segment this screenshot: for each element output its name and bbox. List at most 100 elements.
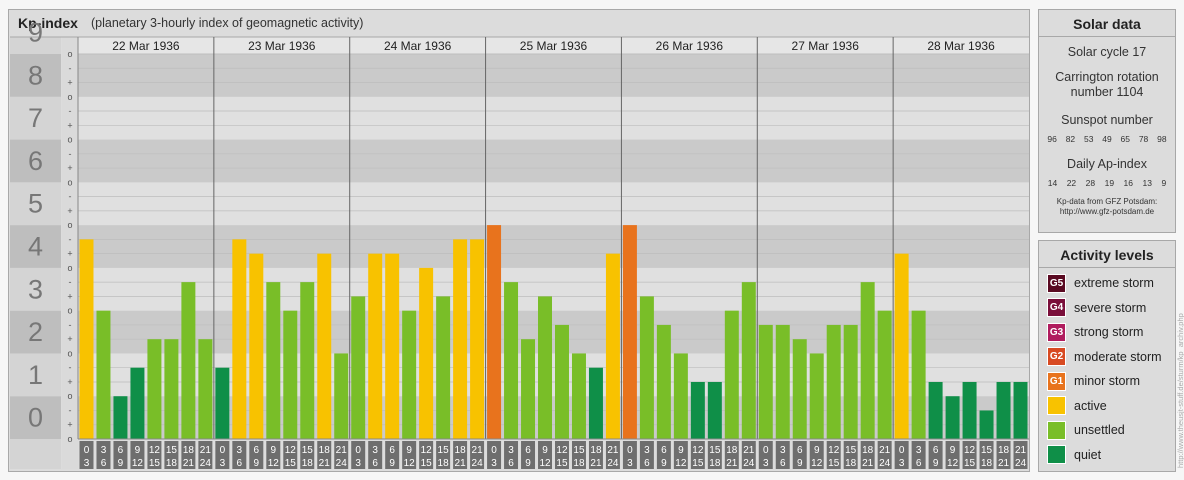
interval-end-label: 3 (491, 458, 497, 469)
y-subtick-label: + (67, 249, 72, 259)
interval-start-label: 0 (899, 445, 905, 456)
interval-start-label: 12 (421, 445, 433, 456)
day-label: 27 Mar 1936 (792, 39, 860, 53)
kp-bar (351, 296, 366, 439)
interval-end-label: 21 (455, 458, 467, 469)
interval-box (334, 441, 349, 469)
interval-start-label: 9 (950, 445, 956, 456)
interval-end-label: 9 (661, 458, 667, 469)
carrington-line-1: Carrington rotation (1055, 70, 1159, 84)
kp-bar (792, 339, 807, 439)
interval-box (181, 441, 196, 469)
ap-title: Daily Ap-index (1067, 157, 1147, 171)
interval-box (487, 441, 502, 469)
plot-band (78, 54, 1029, 97)
kp-bar (266, 282, 281, 439)
interval-start-label: 6 (525, 445, 531, 456)
interval-end-label: 6 (644, 458, 650, 469)
interval-start-label: 18 (590, 445, 602, 456)
level-label: moderate storm (1074, 349, 1162, 364)
kp-bar (436, 296, 451, 439)
interval-start-label: 6 (661, 445, 667, 456)
kp-bar (181, 282, 196, 439)
interval-end-label: 24 (743, 458, 755, 469)
levels-panel-title: Activity levels (1039, 241, 1175, 268)
interval-box (521, 441, 536, 469)
interval-start-label: 6 (118, 445, 124, 456)
kp-bar (843, 324, 858, 439)
interval-start-label: 15 (573, 445, 585, 456)
date-header-band (78, 37, 1029, 54)
interval-start-label: 18 (862, 445, 874, 456)
y-subtick-label: o (67, 177, 72, 187)
interval-start-label: 3 (780, 445, 786, 456)
y-subtick-label: - (69, 192, 72, 202)
interval-end-label: 24 (1015, 458, 1027, 469)
level-item: G3 strong storm (1047, 322, 1143, 342)
kp-bar (588, 367, 603, 439)
interval-end-label: 21 (590, 458, 602, 469)
kp-bar (775, 324, 790, 439)
interval-end-label: 15 (285, 458, 297, 469)
y-axis-band (10, 353, 61, 397)
interval-start-label: 21 (743, 445, 755, 456)
kp-bar (707, 381, 722, 439)
kp-chart-panel: Kp-index (planetary 3-hourly index of ge… (8, 9, 1030, 472)
interval-start-label: 18 (726, 445, 738, 456)
kp-bar (130, 367, 145, 439)
kp-bar (979, 410, 994, 439)
credit-line-1: Kp-data from GFZ Potsdam: (1056, 197, 1158, 206)
interval-box (436, 441, 451, 469)
interval-box (1013, 441, 1028, 469)
level-swatch: G2 (1047, 347, 1066, 366)
level-swatch (1047, 445, 1066, 464)
interval-box (419, 441, 434, 469)
y-axis-band (10, 182, 61, 226)
interval-end-label: 15 (149, 458, 161, 469)
interval-box (741, 441, 756, 469)
interval-box (894, 441, 909, 469)
level-item: unsettled (1047, 420, 1125, 440)
interval-start-label: 12 (964, 445, 976, 456)
interval-end-label: 24 (200, 458, 212, 469)
sunspot-value: 49 (1102, 134, 1112, 144)
interval-end-label: 24 (607, 458, 619, 469)
interval-start-label: 6 (389, 445, 395, 456)
interval-start-label: 18 (998, 445, 1010, 456)
interval-end-label: 3 (899, 458, 905, 469)
interval-box (96, 441, 111, 469)
interval-box (758, 441, 773, 469)
level-label: unsettled (1074, 423, 1125, 437)
interval-start-label: 3 (101, 445, 107, 456)
y-tick-label: 2 (28, 317, 43, 347)
interval-start-label: 15 (709, 445, 721, 456)
kp-bar (198, 339, 213, 439)
interval-box (724, 441, 739, 469)
kp-bar (656, 324, 671, 439)
interval-start-label: 6 (254, 445, 260, 456)
interval-box (792, 441, 807, 469)
level-item: quiet (1047, 445, 1101, 465)
y-subtick-label: - (69, 149, 72, 159)
kp-bar (724, 310, 739, 439)
interval-end-label: 9 (933, 458, 939, 469)
interval-box (351, 441, 366, 469)
solar-panel-title: Solar data (1039, 10, 1175, 37)
kp-bar (741, 282, 756, 439)
interval-box (996, 441, 1011, 469)
kp-bar (639, 296, 654, 439)
interval-start-label: 3 (372, 445, 378, 456)
interval-start-label: 9 (678, 445, 684, 456)
y-subtick-label: + (67, 163, 72, 173)
interval-start-label: 6 (933, 445, 939, 456)
y-tick-label: 7 (28, 103, 43, 133)
day-label: 25 Mar 1936 (520, 39, 588, 53)
interval-start-label: 15 (845, 445, 857, 456)
kp-bar (164, 339, 179, 439)
interval-start-label: 21 (607, 445, 619, 456)
watermark: http://www.theusjt-stuff.de/sturm/kp_arc… (1176, 313, 1184, 468)
interval-start-label: 12 (828, 445, 840, 456)
interval-start-label: 18 (183, 445, 195, 456)
day-label: 24 Mar 1936 (384, 39, 452, 53)
kp-bar (690, 381, 705, 439)
